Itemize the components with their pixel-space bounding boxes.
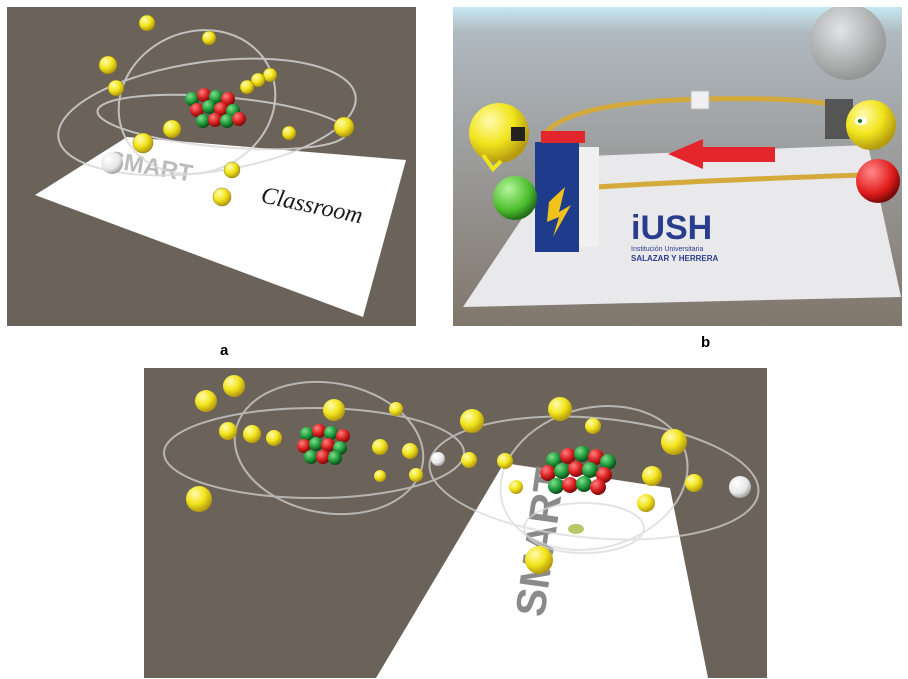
caption-b: b <box>701 334 711 351</box>
scene-panel-a: SMART Classroom <box>7 7 416 326</box>
caption-a: a <box>220 342 229 359</box>
battery <box>535 131 599 252</box>
svg-text:SALAZAR Y HERRERA: SALAZAR Y HERRERA <box>631 254 718 263</box>
positron <box>101 152 123 174</box>
svg-text:Institución Universitaria: Institución Universitaria <box>631 246 703 253</box>
nucleus <box>185 88 246 128</box>
nucleus-right <box>540 446 616 495</box>
electrons <box>98 14 355 207</box>
electrons <box>186 375 703 574</box>
bulb-icon <box>568 524 584 534</box>
electron-character-right <box>846 100 896 150</box>
electron-character-left <box>469 103 529 173</box>
negative-terminal <box>493 176 537 220</box>
positron-right <box>729 476 751 498</box>
positive-terminal <box>856 159 900 203</box>
nucleus-left <box>297 424 350 465</box>
positron-left <box>431 452 445 466</box>
logo-ush: iUSH Institución Universitaria SALAZAR Y… <box>631 209 718 263</box>
current-arrow <box>668 139 775 169</box>
switch-block <box>690 90 710 110</box>
floor-card <box>35 137 406 317</box>
scene-panel-b: iUSH Institución Universitaria SALAZAR Y… <box>453 7 902 326</box>
scene-panel-c: SMART <box>144 368 767 678</box>
svg-text:iUSH: iUSH <box>631 209 712 247</box>
